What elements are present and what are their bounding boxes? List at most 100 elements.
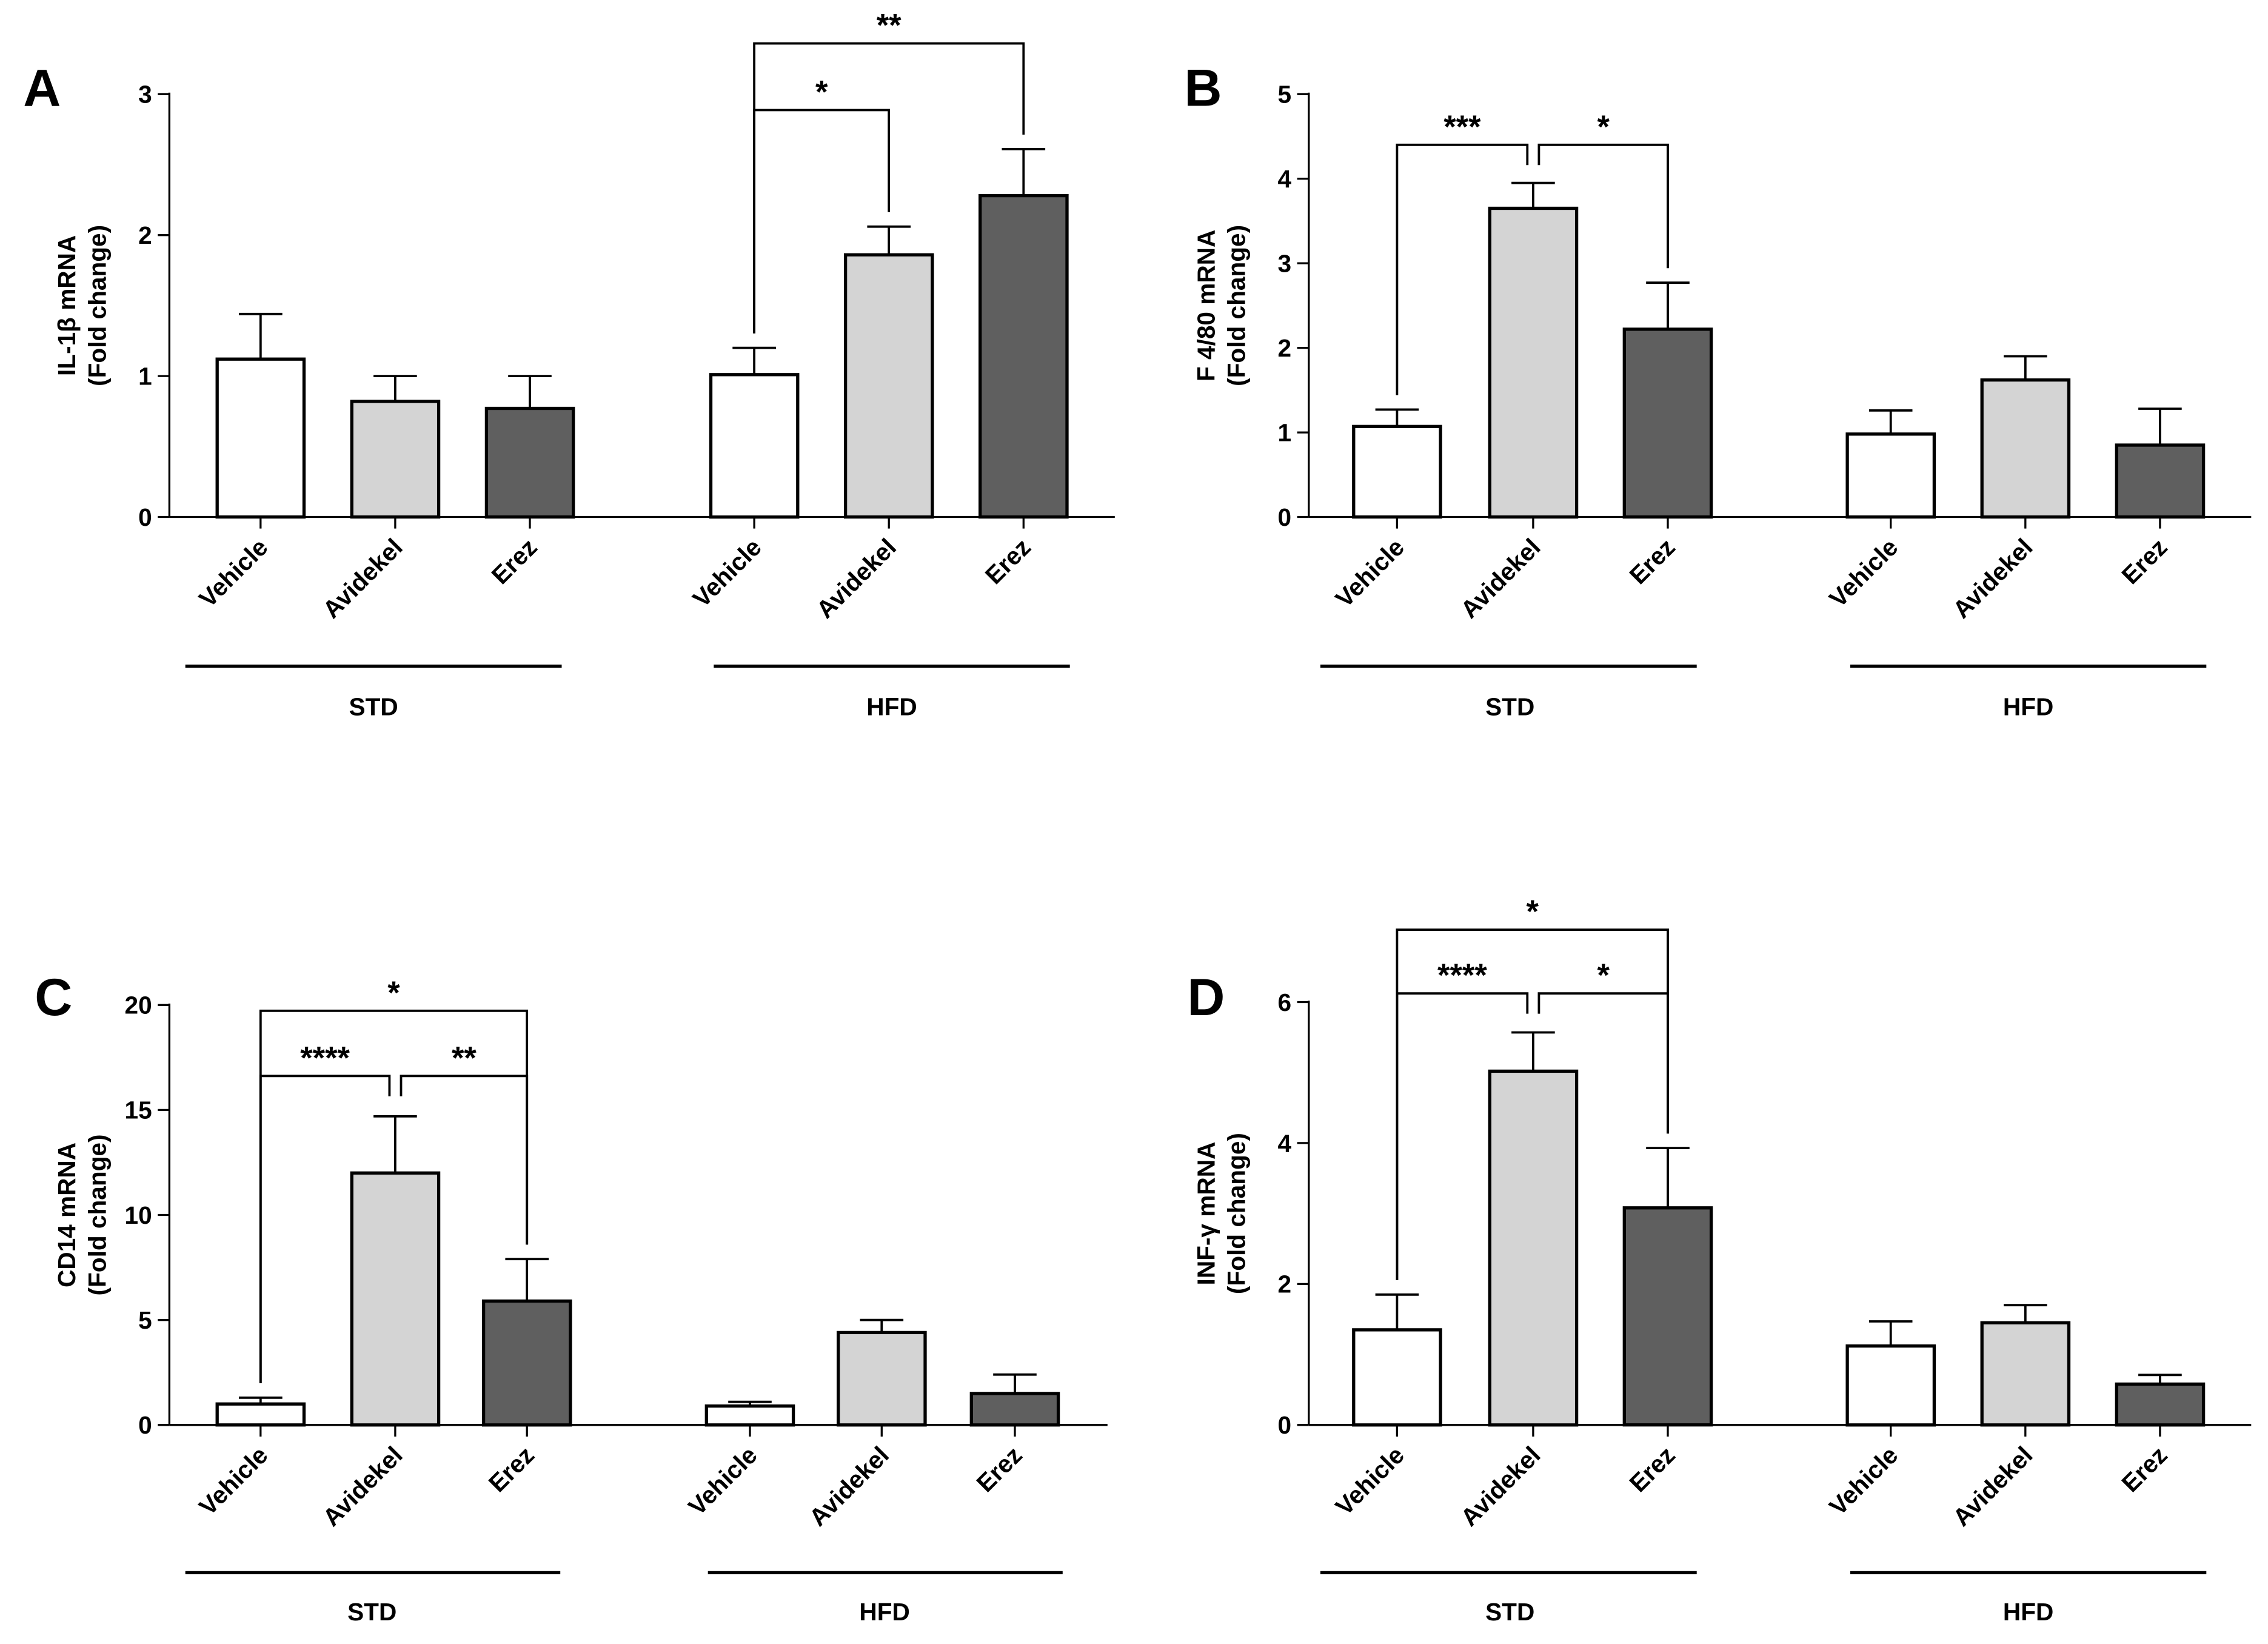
significance-bracket [1396,143,1529,395]
x-tick-label: Vehicle [1330,533,1410,612]
x-tick-label: Vehicle [687,533,766,612]
x-tick-label: Vehicle [1330,1441,1410,1520]
panel-label: A [23,59,61,117]
bar-erez [484,406,575,519]
y-tick-label: 1 [1278,418,1292,446]
y-tick-label: 6 [1278,988,1292,1016]
bar-avidekel [843,253,934,519]
x-tick-label: Vehicle [193,1441,273,1520]
group-label-std: STD [1485,1598,1534,1626]
group-label-std: STD [349,693,398,721]
x-tick-label: Avidekel [811,533,901,623]
significance-marker: **** [1437,958,1487,993]
significance-bracket [259,1009,529,1383]
group-label-hfd: HFD [866,693,917,721]
group-label-hfd: HFD [2003,693,2053,721]
y-tick-label: 5 [138,1306,152,1334]
significance-marker: * [815,75,828,110]
panel-c: C CD14 mRNA (Fold change) 0 5 10 15 20 Vehicle Av… [35,968,1108,1626]
bar-vehicle [709,373,800,519]
y-axis-label-units: (Fold change) [1223,225,1251,386]
y-tick-label: 0 [138,1411,152,1439]
significance-bracket [1537,143,1669,269]
bar-vehicle [1352,424,1442,519]
significance-marker: **** [300,1040,350,1076]
y-tick-label: 0 [1278,503,1292,531]
group-label-std: STD [1485,693,1534,721]
y-tick-label: 10 [125,1201,152,1229]
y-axis-label: F 4/80 mRNA [1193,230,1220,381]
x-tick-label: Erez [2116,533,2172,589]
x-tick-label: Vehicle [193,533,273,612]
y-tick-label: 3 [1278,250,1292,278]
y-tick-label: 2 [138,221,152,249]
x-tick-label: Avidekel [1947,1441,2038,1531]
y-tick-label: 1 [138,362,152,390]
bar-vehicle [1845,432,1936,519]
x-tick-label: Vehicle [1824,1441,1903,1520]
panel-b: B F 4/80 mRNA (Fold change) 0 1 2 3 4 5 Vehicle Av… [1184,59,2252,721]
bar-erez [481,1299,572,1427]
x-tick-label: Avidekel [317,1441,407,1531]
x-tick-label: Avidekel [1947,533,2038,623]
y-axis-label-units: (Fold change) [1223,1133,1251,1294]
significance-marker: *** [1443,109,1481,145]
y-tick-label: 0 [1278,1411,1292,1439]
bar-avidekel [1980,378,2071,519]
group-label-hfd: HFD [859,1598,909,1626]
y-tick-label: 5 [1278,81,1292,109]
bar-erez [2115,443,2206,519]
y-axis-label-units: (Fold change) [83,225,111,386]
x-tick-label: Erez [2116,1441,2172,1497]
group-label-hfd: HFD [2003,1598,2053,1626]
panel-a: A IL-1β mRNA (Fold change) 0 1 2 3 Vehicle Avide… [23,8,1115,721]
y-tick-label: 15 [125,1096,152,1124]
bar-avidekel [350,400,441,519]
y-axis-label: INF-γ mRNA [1193,1142,1220,1286]
x-tick-label: Avidekel [317,533,407,623]
group-label-std: STD [347,1598,396,1626]
x-tick-label: Erez [971,1441,1028,1497]
y-axis-label: IL-1β mRNA [53,235,81,376]
bar-avidekel [837,1330,927,1427]
bar-vehicle [704,1404,795,1427]
y-tick-label: 2 [1278,1270,1292,1298]
y-tick-label: 2 [1278,334,1292,362]
y-tick-label: 20 [125,991,152,1019]
bar-erez [978,193,1069,519]
x-tick-label: Avidekel [1455,533,1545,623]
x-tick-label: Erez [980,533,1036,589]
y-tick-label: 4 [1278,1129,1292,1157]
y-tick-label: 3 [138,81,152,109]
bar-avidekel [1488,1069,1579,1427]
significance-bracket [1396,928,1669,1280]
y-axis-label: CD14 mRNA [53,1142,81,1287]
x-tick-label: Avidekel [1455,1441,1545,1531]
significance-bracket [753,42,1025,334]
panel-d: D INF-γ mRNA (Fold change) 0 2 4 6 Vehicle Avide… [1187,894,2252,1626]
bar-vehicle [1845,1344,1936,1427]
panel-label: C [35,968,72,1027]
x-tick-label: Vehicle [1824,533,1903,612]
significance-marker: * [1597,958,1610,993]
bar-avidekel [1488,206,1579,519]
panel-label: D [1187,968,1225,1027]
bar-vehicle [1352,1328,1442,1427]
x-tick-label: Erez [1624,1441,1681,1497]
y-tick-label: 4 [1278,165,1292,193]
bar-erez [1622,1206,1713,1427]
bar-erez [1622,327,1713,519]
x-tick-label: Vehicle [683,1441,762,1520]
significance-marker: * [1526,894,1539,930]
bar-avidekel [350,1171,441,1427]
significance-marker: * [387,975,400,1011]
significance-marker: ** [452,1040,477,1076]
x-tick-label: Avidekel [803,1441,894,1531]
x-tick-label: Erez [486,533,543,589]
y-tick-label: 0 [138,503,152,531]
x-tick-label: Erez [483,1441,540,1497]
significance-marker: * [1597,109,1610,145]
x-tick-label: Erez [1624,533,1681,589]
bar-vehicle [215,357,306,519]
